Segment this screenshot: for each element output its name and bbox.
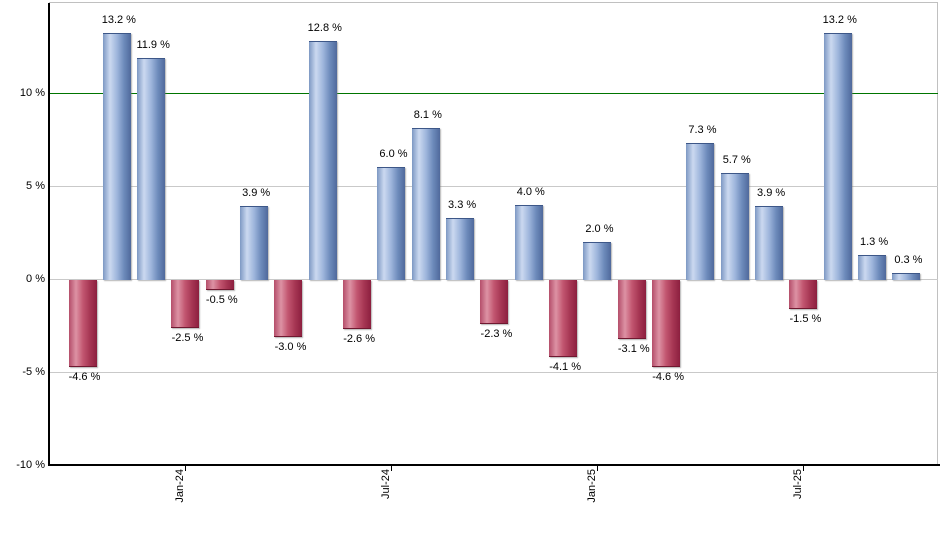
bar-value-label: -2.5 % bbox=[171, 331, 204, 344]
negative-bar bbox=[343, 280, 372, 330]
positive-bar bbox=[823, 33, 852, 280]
negative-bar bbox=[480, 280, 509, 324]
negative-bar bbox=[789, 280, 818, 309]
negative-bar bbox=[617, 280, 646, 339]
bar-value-label: 1.3 % bbox=[860, 235, 889, 248]
bar-value-label: -2.6 % bbox=[343, 333, 376, 346]
negative-bar bbox=[549, 280, 578, 358]
positive-bar bbox=[308, 40, 337, 280]
negative-bar bbox=[68, 280, 97, 367]
positive-bar bbox=[137, 57, 166, 280]
negative-bar bbox=[652, 280, 681, 367]
bar-value-label: -4.6 % bbox=[68, 370, 101, 383]
y-tick-label: 10 % bbox=[19, 86, 45, 99]
x-tick-label: Jul-25 bbox=[792, 469, 805, 499]
bar-value-label: 13.2 % bbox=[822, 14, 857, 27]
positive-bar bbox=[514, 204, 543, 280]
gridline bbox=[50, 186, 938, 187]
x-tick-label: Jul-24 bbox=[380, 469, 393, 499]
positive-bar bbox=[240, 206, 269, 280]
bar-value-label: -4.6 % bbox=[652, 370, 684, 383]
bar-value-label: -0.5 % bbox=[205, 294, 238, 307]
positive-bar bbox=[858, 254, 887, 280]
bar-value-label: 6.0 % bbox=[379, 148, 408, 161]
positive-bar bbox=[720, 172, 749, 280]
bar-value-label: 8.1 % bbox=[413, 109, 442, 122]
negative-bar bbox=[274, 280, 303, 337]
positive-bar bbox=[411, 128, 440, 280]
bar-value-label: -4.1 % bbox=[549, 361, 581, 374]
x-axis-line bbox=[48, 464, 940, 466]
bar-value-label: 12.8 % bbox=[307, 21, 342, 34]
positive-bar bbox=[686, 143, 715, 280]
bar-value-label: -1.5 % bbox=[789, 312, 822, 325]
x-tick-label: Jan-25 bbox=[586, 469, 599, 503]
x-tick-mark bbox=[803, 466, 805, 471]
positive-bar bbox=[583, 241, 612, 280]
x-tick-mark bbox=[597, 466, 599, 471]
gridline bbox=[50, 372, 938, 373]
y-tick-label: 0 % bbox=[26, 272, 45, 285]
x-tick-label: Jan-24 bbox=[174, 469, 187, 503]
bar-value-label: -2.3 % bbox=[480, 327, 513, 340]
bar-value-label: 3.9 % bbox=[757, 187, 786, 200]
bar-value-label: 2.0 % bbox=[585, 222, 614, 235]
bar-value-label: 0.3 % bbox=[894, 254, 923, 267]
bar-value-label: 5.7 % bbox=[722, 153, 751, 166]
bar-value-label: 3.9 % bbox=[242, 187, 271, 200]
bar-value-label: 7.3 % bbox=[688, 124, 717, 137]
negative-bar bbox=[171, 280, 200, 328]
y-tick-label: -10 % bbox=[16, 458, 45, 471]
y-tick-label: 5 % bbox=[26, 179, 45, 192]
positive-bar bbox=[446, 217, 475, 280]
positive-bar bbox=[377, 167, 406, 280]
bar-value-label: 4.0 % bbox=[516, 185, 545, 198]
bar-value-label: 3.3 % bbox=[448, 198, 477, 211]
gridline bbox=[50, 279, 938, 280]
negative-bar bbox=[205, 280, 234, 291]
reference-gridline-10pct bbox=[50, 93, 938, 94]
bar-value-label: 11.9 % bbox=[136, 38, 170, 51]
bar-value-label: -3.0 % bbox=[274, 340, 307, 353]
plot-border-top bbox=[49, 2, 938, 3]
x-tick-mark bbox=[185, 466, 187, 471]
plot-border-right bbox=[937, 2, 938, 465]
y-tick-label: -5 % bbox=[22, 365, 45, 378]
positive-bar bbox=[892, 273, 921, 280]
bar-value-label: -3.1 % bbox=[617, 342, 650, 355]
y-axis-line bbox=[48, 3, 50, 466]
positive-bar bbox=[755, 206, 784, 280]
bar-value-label: 13.2 % bbox=[101, 14, 136, 27]
positive-bar bbox=[102, 33, 131, 280]
x-tick-mark bbox=[391, 466, 393, 471]
